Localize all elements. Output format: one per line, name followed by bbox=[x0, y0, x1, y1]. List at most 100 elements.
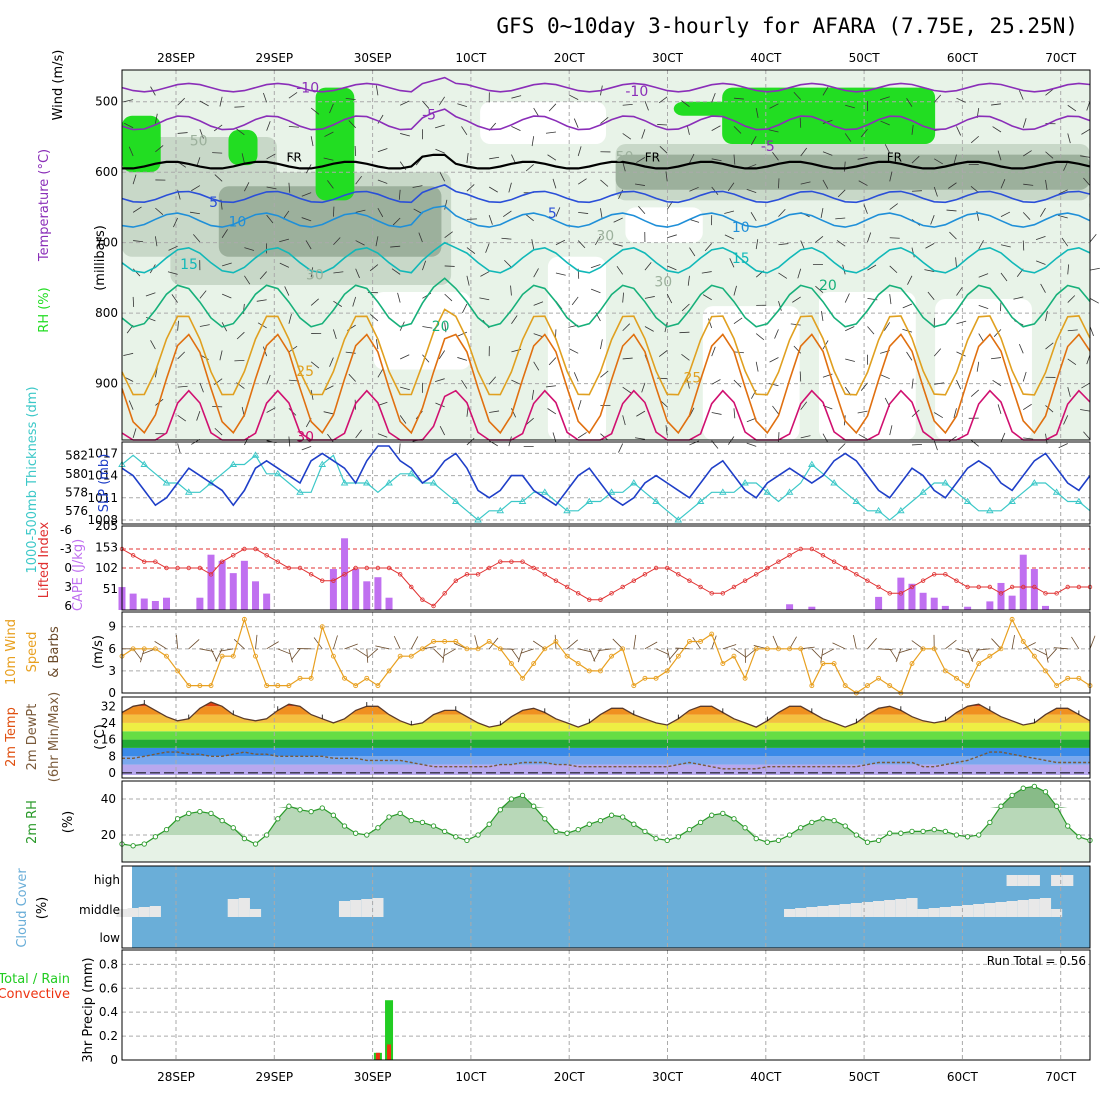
wind-barb bbox=[222, 262, 232, 267]
wind-speed-point bbox=[620, 646, 626, 652]
wind-barb bbox=[422, 354, 430, 363]
slp-line bbox=[121, 445, 1091, 507]
precip-tick-label: 0.6 bbox=[99, 981, 118, 995]
wind-barb bbox=[310, 298, 319, 306]
rh-2m-point bbox=[586, 821, 592, 827]
middle-cloud-bar bbox=[984, 903, 996, 917]
wind-barb bbox=[613, 217, 623, 223]
wind-10m-barb bbox=[188, 639, 200, 650]
wind-barb bbox=[348, 120, 356, 129]
wind-10m-barb bbox=[675, 647, 690, 650]
wind-barb bbox=[774, 329, 779, 339]
wind-barb bbox=[133, 240, 144, 243]
wind-barb bbox=[266, 214, 274, 224]
wind-barb bbox=[992, 126, 1002, 133]
thickness-point bbox=[874, 506, 883, 514]
wind-10m-barb bbox=[578, 648, 592, 653]
rh-2m-point bbox=[1076, 834, 1082, 840]
wind-barb bbox=[288, 125, 299, 128]
pressure-tick-label: 600 bbox=[95, 165, 118, 179]
wind-barb bbox=[1040, 283, 1046, 293]
rh-2m-point bbox=[542, 816, 548, 822]
wind-speed-point bbox=[686, 639, 692, 644]
wind-barb bbox=[508, 436, 512, 447]
wind-barb bbox=[333, 206, 335, 217]
top-x-tick-labels: 28SEP 29SEP 30SEP 10CT 20CT 30CT 40CT 50CT 60CT 7… bbox=[157, 51, 1077, 65]
wind-barb bbox=[711, 158, 722, 162]
wind-speed-point bbox=[531, 661, 537, 666]
lifted-index-point bbox=[798, 546, 803, 552]
wind-barb bbox=[377, 148, 388, 153]
wind-tick-label: 0 bbox=[108, 686, 116, 700]
wind-speed-point bbox=[965, 683, 971, 689]
rh-2m-point bbox=[720, 810, 726, 817]
wind-speed-point bbox=[175, 668, 181, 674]
middle-cloud-bar bbox=[817, 906, 829, 917]
wind-speed-point bbox=[1054, 683, 1060, 689]
wind-speed-point bbox=[241, 616, 247, 622]
lifted-index-point bbox=[520, 559, 525, 564]
precip-total-bar bbox=[385, 1000, 394, 1060]
lifted-index-point bbox=[375, 565, 381, 571]
rh-2m-point bbox=[208, 810, 214, 817]
lifted-index-point bbox=[219, 559, 225, 564]
thickness-point bbox=[1030, 479, 1039, 486]
wind-tick-label: 9 bbox=[108, 620, 116, 634]
wind-barb bbox=[970, 439, 979, 447]
rh-tick-label: 40 bbox=[101, 792, 116, 806]
wind-speed-point bbox=[942, 668, 948, 674]
cape-bar bbox=[374, 577, 382, 610]
lifted-index-point bbox=[164, 565, 169, 571]
wind-barb bbox=[1023, 403, 1032, 411]
rh-2m-point bbox=[675, 834, 681, 840]
lifted-index-point bbox=[364, 565, 369, 571]
precip-units-label: 3hr Precip (mm) bbox=[81, 957, 96, 1062]
wind-barb bbox=[860, 382, 868, 391]
wind-barb bbox=[911, 444, 922, 446]
cape-bar bbox=[997, 582, 1005, 610]
wind-10m-barb bbox=[333, 635, 338, 649]
wind-barb bbox=[622, 292, 624, 303]
middle-cloud-bar bbox=[1006, 901, 1018, 917]
precip-convective-axis-label: Convective bbox=[0, 987, 70, 1002]
wind-barb bbox=[324, 385, 334, 391]
wind-10m-barb bbox=[393, 635, 401, 649]
wind-speed-point bbox=[330, 653, 336, 659]
wind-barb bbox=[375, 236, 379, 247]
wind-barb bbox=[533, 107, 540, 117]
wind-barb bbox=[590, 264, 601, 269]
wind-barb bbox=[857, 156, 868, 160]
wind-barb bbox=[377, 207, 384, 218]
lifted-index-point bbox=[709, 591, 714, 596]
lifted-index-point bbox=[731, 584, 737, 590]
temp-tick-label: 0 bbox=[108, 766, 116, 780]
temperature-axis-label: Temperature (°C) bbox=[37, 149, 52, 262]
lifted-index-point bbox=[843, 565, 848, 571]
wind-barb bbox=[545, 385, 556, 388]
wind-10m-barb bbox=[154, 641, 167, 650]
wind-barb bbox=[1061, 237, 1069, 247]
wind-speed-point bbox=[453, 639, 459, 644]
rh-2m-point bbox=[998, 803, 1004, 809]
cloud-cover-panel: high middle low Cloud Cover (%) bbox=[15, 865, 1091, 949]
rh-2m-point bbox=[141, 841, 147, 847]
wind-speed-point bbox=[820, 661, 826, 666]
wind-barb bbox=[616, 265, 624, 275]
rh-2m-point bbox=[597, 817, 604, 824]
contour-label: 10 bbox=[228, 215, 246, 231]
wind-barb bbox=[266, 186, 277, 190]
wind-barb bbox=[1035, 235, 1046, 240]
wind-speed-point bbox=[520, 675, 526, 681]
rh-2m-point bbox=[853, 832, 859, 838]
wind-barb bbox=[548, 103, 557, 112]
wind-10m-barb bbox=[971, 648, 980, 662]
thickness-point bbox=[741, 479, 749, 486]
wind-barb bbox=[412, 185, 423, 188]
thickness-point bbox=[763, 488, 772, 495]
isotherm-line bbox=[121, 76, 1091, 93]
high-cloud-bar bbox=[1006, 875, 1018, 886]
wind-barb bbox=[1089, 267, 1100, 271]
wind-barb bbox=[547, 408, 557, 415]
wind-barb bbox=[778, 272, 788, 279]
temp-band bbox=[122, 764, 1090, 775]
